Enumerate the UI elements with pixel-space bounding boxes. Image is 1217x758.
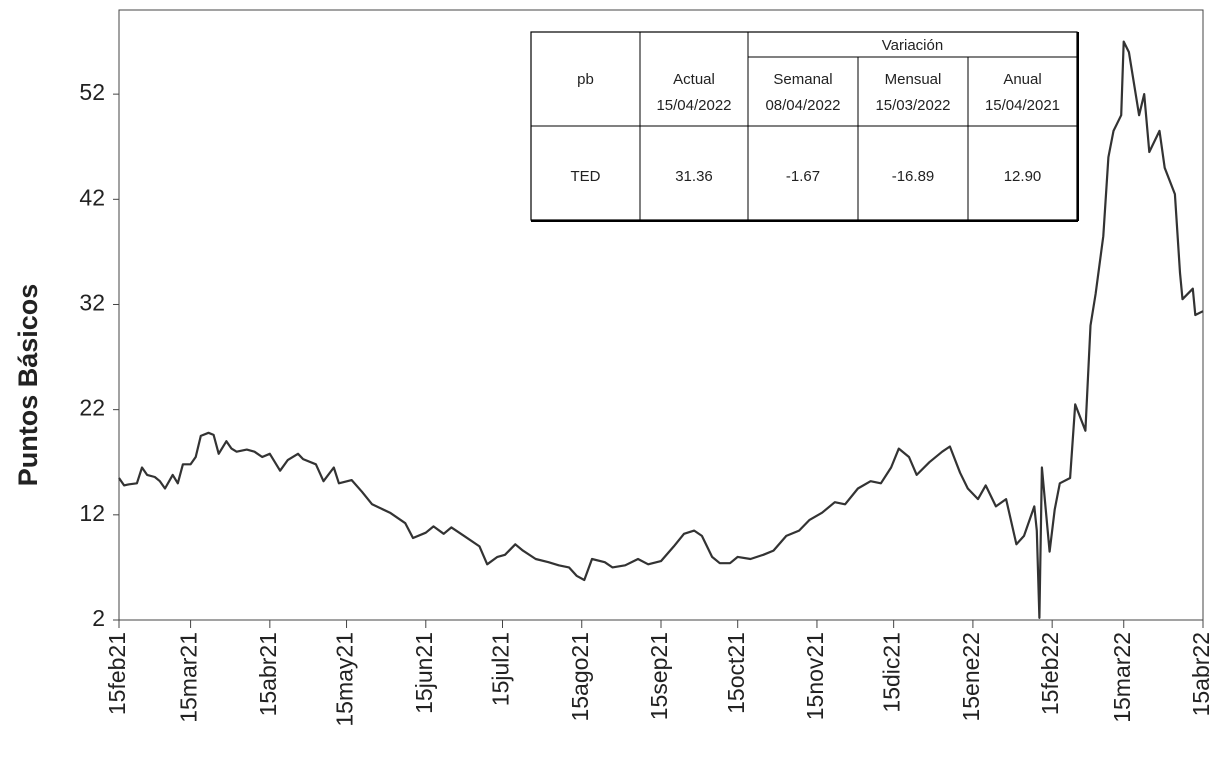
table-cell: 12.90: [1004, 168, 1042, 185]
table-cell: Actual: [673, 71, 715, 88]
y-tick-label: 22: [79, 395, 105, 421]
x-tick-label: 15may21: [332, 632, 358, 727]
table-cell: 31.36: [675, 168, 713, 185]
table-cell: Semanal: [773, 71, 832, 88]
table-cell: TED: [571, 168, 601, 185]
x-tick-label: 15ene22: [958, 632, 984, 722]
x-tick-label: 15sep21: [646, 632, 672, 720]
x-tick-label: 15feb22: [1037, 632, 1063, 715]
x-tick-label: 15oct21: [723, 632, 749, 714]
x-tick-label: 15jul21: [488, 632, 514, 706]
x-tick-label: 15mar21: [176, 632, 202, 723]
x-tick-label: 15jun21: [411, 632, 437, 714]
table-cell: 15/04/2021: [985, 97, 1060, 114]
table-cell: 08/04/2022: [765, 97, 840, 114]
x-tick-label: 15nov21: [802, 632, 828, 720]
table-cell: Variación: [882, 37, 943, 54]
table-cell: -16.89: [892, 168, 935, 185]
table-cell: 15/04/2022: [656, 97, 731, 114]
y-tick-label: 12: [79, 500, 105, 526]
y-axis-label: Puntos Básicos: [13, 284, 43, 487]
x-tick-label: 15abr21: [255, 632, 281, 716]
x-tick-label: 15abr22: [1188, 632, 1214, 716]
x-tick-label: 15mar22: [1109, 632, 1135, 723]
x-tick-label: 15dic21: [879, 632, 905, 713]
y-tick-label: 2: [92, 605, 105, 631]
table-cell: 15/03/2022: [875, 97, 950, 114]
table-cell: -1.67: [786, 168, 820, 185]
line-series: [118, 40, 1204, 619]
table-cell: Anual: [1003, 71, 1041, 88]
table-cell: Mensual: [885, 71, 942, 88]
y-tick-label: 42: [79, 184, 105, 210]
table-cell: pb: [577, 71, 594, 88]
x-tick-label: 15ago21: [567, 632, 593, 722]
x-tick-label: 15feb21: [104, 632, 130, 715]
y-tick-label: 52: [79, 79, 105, 105]
y-tick-label: 32: [79, 290, 105, 316]
